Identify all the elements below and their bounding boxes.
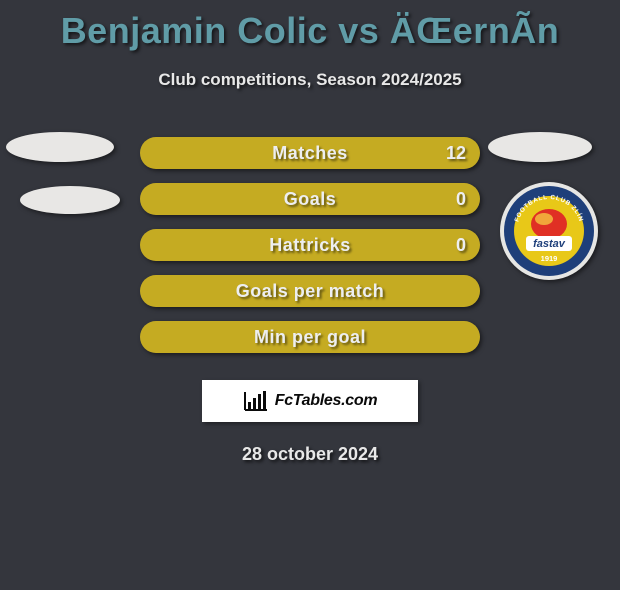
- attribution: FcTables.com: [202, 380, 418, 422]
- stat-row: Min per goal: [0, 314, 620, 360]
- date: 28 october 2024: [0, 444, 620, 465]
- svg-text:1919: 1919: [541, 254, 558, 263]
- svg-text:fastav: fastav: [533, 238, 566, 250]
- stat-value-right: 0: [456, 235, 466, 256]
- stat-bar: Hattricks 0: [140, 229, 480, 261]
- page-title: Benjamin Colic vs ÄŒernÃ­n: [0, 10, 620, 52]
- stat-label: Goals per match: [236, 281, 385, 302]
- stat-value-right: 12: [446, 143, 466, 164]
- stat-label: Min per goal: [254, 327, 366, 348]
- stat-label: Goals: [284, 189, 337, 210]
- stat-value-right: 0: [456, 189, 466, 210]
- stat-label: Matches: [272, 143, 348, 164]
- stat-bar: Goals 0: [140, 183, 480, 215]
- stat-bar: Matches 12: [140, 137, 480, 169]
- club-badge: FOOTBALL CLUB ZLÍN fastav 1919: [500, 182, 598, 280]
- left-ellipse: [6, 132, 114, 162]
- right-ellipse: [488, 132, 592, 162]
- bar-chart-icon: [243, 390, 269, 412]
- stat-bar: Min per goal: [140, 321, 480, 353]
- subtitle: Club competitions, Season 2024/2025: [0, 70, 620, 90]
- attribution-text: FcTables.com: [275, 392, 378, 410]
- stat-bar: Goals per match: [140, 275, 480, 307]
- stat-label: Hattricks: [269, 235, 351, 256]
- left-ellipse: [20, 186, 120, 214]
